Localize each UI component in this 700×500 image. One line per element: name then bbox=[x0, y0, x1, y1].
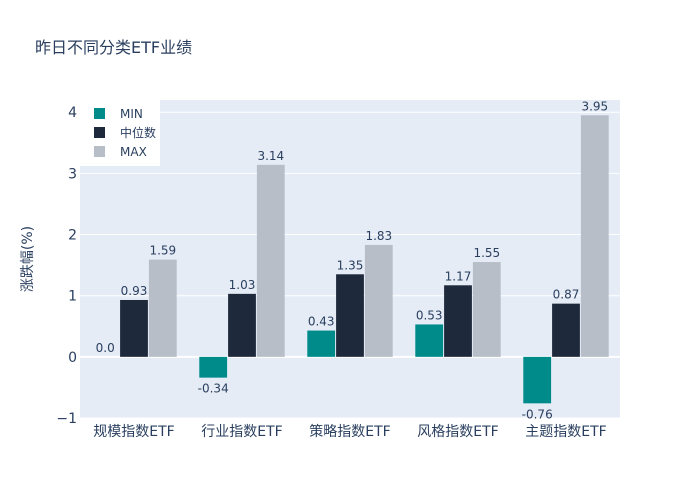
legend-entry[interactable]: MAX bbox=[120, 145, 147, 159]
bar-MIN-2[interactable] bbox=[307, 330, 336, 357]
legend-swatch[interactable] bbox=[94, 146, 105, 157]
legend-swatch[interactable] bbox=[94, 127, 105, 138]
y-tick-label: 3 bbox=[68, 166, 77, 182]
y-tick-label: 4 bbox=[68, 105, 77, 121]
x-tick-label: 规模指数ETF bbox=[93, 424, 174, 440]
data-label: 1.35 bbox=[337, 258, 364, 272]
data-label: 1.55 bbox=[473, 246, 500, 260]
data-label: 3.95 bbox=[581, 99, 608, 113]
y-axis-label: 涨跌幅(%) bbox=[20, 226, 36, 292]
x-tick-label: 行业指数ETF bbox=[201, 424, 282, 440]
data-labels: 0.0 0.93 1.59 -0.34 1.03 3.14 0.43 1.35 1.83 0.53… bbox=[96, 99, 609, 421]
data-label: 1.03 bbox=[229, 278, 256, 292]
legend-box bbox=[80, 100, 160, 166]
bar-中位数-0[interactable] bbox=[120, 299, 148, 357]
legend-entry[interactable]: 中位数 bbox=[120, 125, 156, 140]
legend-entry[interactable]: MIN bbox=[120, 107, 143, 121]
axes: −1 0 1 2 3 4 规模指数ETF 行业指数ETF 策略指数ETF 风格指数ETF 主题指数E… bbox=[56, 105, 606, 440]
legend[interactable]: MIN 中位数 MAX bbox=[80, 100, 160, 166]
data-label: 0.53 bbox=[416, 308, 443, 322]
bar-MAX-1[interactable] bbox=[256, 164, 285, 357]
data-label: 3.14 bbox=[257, 149, 284, 163]
y-tick-label: 0 bbox=[68, 350, 77, 366]
x-tick-label: 主题指数ETF bbox=[525, 424, 606, 440]
bars bbox=[120, 115, 609, 404]
data-label: 1.59 bbox=[149, 244, 176, 258]
data-label: 1.17 bbox=[445, 269, 472, 283]
bar-中位数-1[interactable] bbox=[228, 293, 256, 357]
data-label: 1.83 bbox=[365, 229, 392, 243]
data-label: 0.0 bbox=[96, 341, 115, 355]
data-label: -0.34 bbox=[198, 382, 229, 396]
bar-MIN-3[interactable] bbox=[415, 324, 444, 357]
bar-MAX-2[interactable] bbox=[364, 244, 393, 357]
y-tick-label: 1 bbox=[68, 289, 77, 305]
y-tick-label: −1 bbox=[56, 411, 77, 427]
data-label: 0.87 bbox=[553, 288, 580, 302]
bar-中位数-4[interactable] bbox=[552, 303, 580, 357]
bar-MIN-4[interactable] bbox=[523, 356, 552, 404]
data-label: 0.93 bbox=[121, 284, 148, 298]
bar-中位数-3[interactable] bbox=[444, 285, 472, 357]
x-tick-label: 风格指数ETF bbox=[417, 424, 498, 440]
bar-中位数-2[interactable] bbox=[336, 274, 364, 357]
bar-MAX-0[interactable] bbox=[148, 259, 177, 357]
bar-MAX-4[interactable] bbox=[580, 115, 609, 357]
bar-MAX-3[interactable] bbox=[472, 262, 501, 357]
data-label: 0.43 bbox=[308, 315, 335, 329]
x-tick-label: 策略指数ETF bbox=[309, 423, 390, 440]
chart-title: 昨日不同分类ETF业绩 bbox=[35, 38, 193, 57]
y-tick-label: 2 bbox=[68, 228, 77, 244]
legend-swatch[interactable] bbox=[94, 108, 105, 119]
data-label: -0.76 bbox=[522, 407, 553, 421]
bar-MIN-1[interactable] bbox=[199, 356, 228, 378]
